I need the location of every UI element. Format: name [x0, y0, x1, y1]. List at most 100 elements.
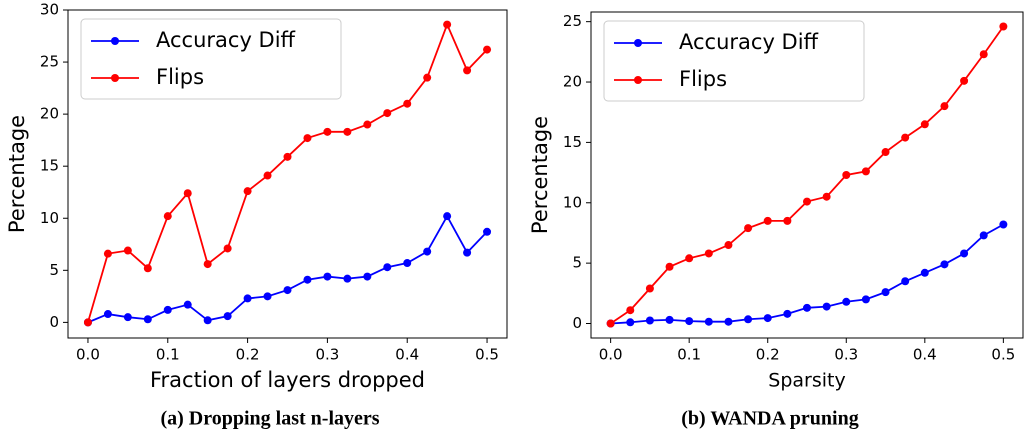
x-tick-label: 0.2	[236, 346, 260, 364]
legend-box	[603, 20, 865, 102]
data-point	[606, 319, 615, 328]
data-point	[842, 297, 851, 306]
data-point	[243, 187, 252, 196]
data-point	[744, 224, 753, 233]
y-tick-label: 0	[49, 313, 59, 331]
y-tick-label: 15	[563, 133, 582, 151]
data-point	[803, 303, 811, 312]
data-point	[803, 197, 811, 206]
y-tick-label: 5	[49, 261, 59, 279]
x-tick-label: 0.3	[834, 346, 858, 364]
x-tick-label: 0.2	[756, 346, 780, 364]
data-point	[203, 260, 212, 269]
y-tick-label: 15	[40, 157, 59, 175]
caption: (a) Dropping last n-layers	[160, 408, 379, 430]
data-point	[999, 22, 1008, 31]
data-point	[901, 133, 910, 142]
y-tick-label: 10	[40, 209, 59, 227]
data-point	[940, 102, 949, 111]
data-point	[103, 249, 112, 258]
data-point	[744, 315, 753, 324]
data-point	[263, 292, 272, 301]
data-point	[203, 316, 212, 325]
data-point	[143, 264, 152, 273]
data-point	[724, 317, 733, 326]
data-point	[283, 286, 292, 295]
data-point	[123, 313, 132, 322]
data-point	[423, 73, 432, 82]
data-point	[383, 263, 392, 272]
data-point	[783, 309, 792, 318]
y-tick-label: 20	[563, 73, 582, 91]
data-point	[783, 216, 792, 225]
data-point	[263, 171, 272, 180]
x-tick-label: 0.5	[991, 346, 1015, 364]
legend-label: Accuracy Diff	[156, 28, 296, 52]
y-axis-label: Percentage	[5, 115, 29, 233]
data-point	[483, 227, 492, 236]
data-point	[463, 66, 472, 75]
data-point	[183, 300, 192, 309]
x-tick-label: 0.0	[76, 346, 100, 364]
legend-marker	[634, 76, 642, 84]
data-point	[960, 249, 969, 258]
data-point	[665, 262, 674, 271]
data-point	[960, 76, 969, 85]
data-point	[685, 317, 694, 326]
data-point	[463, 248, 472, 257]
data-point	[763, 216, 772, 225]
y-tick-label: 25	[40, 53, 59, 71]
y-axis-label: Percentage	[528, 116, 552, 234]
data-point	[103, 310, 112, 319]
legend-box	[80, 18, 342, 100]
y-tick-label: 5	[572, 254, 582, 272]
data-point	[881, 148, 890, 157]
data-point	[940, 260, 949, 269]
data-point	[323, 127, 332, 136]
legend-label: Accuracy Diff	[679, 30, 819, 54]
data-point	[303, 275, 312, 284]
data-point	[763, 314, 772, 323]
data-point	[323, 272, 332, 281]
legend-marker	[111, 74, 119, 82]
data-point	[363, 120, 372, 129]
data-point	[343, 127, 352, 136]
data-point	[423, 247, 432, 256]
x-tick-label: 0.3	[315, 346, 339, 364]
data-point	[822, 192, 831, 201]
data-point	[920, 268, 929, 277]
data-point	[163, 305, 172, 314]
legend-label: Flips	[156, 65, 204, 89]
y-tick-label: 0	[572, 314, 582, 332]
data-point	[861, 295, 870, 304]
x-tick-label: 0.5	[475, 346, 499, 364]
y-tick-label: 10	[563, 193, 582, 211]
data-point	[979, 231, 988, 240]
data-point	[443, 212, 452, 221]
x-tick-label: 0.4	[913, 346, 937, 364]
plot-frame	[67, 9, 508, 339]
data-point	[303, 134, 312, 143]
data-point	[223, 312, 232, 321]
x-tick-label: 0.1	[677, 346, 701, 364]
legend-marker	[111, 37, 119, 45]
data-point	[626, 318, 635, 327]
data-point	[403, 99, 412, 108]
x-tick-label: 0.4	[395, 346, 419, 364]
legend-marker	[634, 39, 642, 47]
y-tick-label: 25	[563, 12, 582, 30]
data-point	[123, 246, 132, 255]
data-point	[403, 259, 412, 268]
data-point	[704, 249, 713, 258]
data-point	[881, 288, 890, 297]
legend-label: Flips	[679, 67, 727, 91]
data-point	[842, 171, 851, 179]
data-point	[143, 315, 152, 324]
data-point	[979, 50, 988, 59]
plot-frame	[590, 11, 1024, 339]
data-point	[383, 109, 392, 118]
x-axis-label: Fraction of layers dropped	[150, 368, 425, 392]
data-point	[363, 272, 372, 281]
data-point	[163, 212, 172, 221]
